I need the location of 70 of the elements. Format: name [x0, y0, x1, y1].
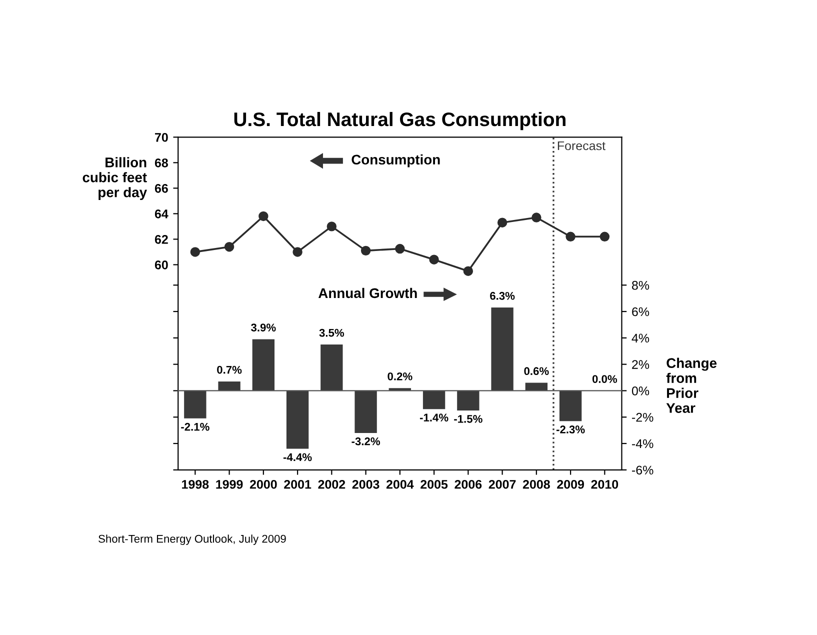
point: [463, 266, 474, 276]
y-tick-label: 60: [154, 260, 168, 270]
data-label: 0.0%: [592, 375, 618, 383]
point: [224, 242, 234, 252]
point: [566, 232, 576, 242]
x-tick-label: 2009: [557, 480, 584, 489]
point: [395, 244, 405, 254]
y-tick-label: 68: [154, 158, 168, 168]
point: [532, 212, 542, 222]
bar: [491, 308, 514, 391]
x-tick-label: 1998: [182, 480, 209, 489]
bar: [422, 390, 446, 410]
chart-title: U.S. Total Natural Gas Consumption: [234, 112, 566, 130]
data-label: 0.2%: [388, 372, 412, 380]
bar: [559, 390, 582, 422]
y-tick-label: 62: [154, 235, 168, 244]
data-label: -3.2%: [352, 437, 380, 446]
annotation: Consumption: [352, 154, 440, 168]
ref-line-label: Forecast: [558, 141, 606, 150]
data-label: -4.4%: [283, 453, 312, 462]
x-tick-label: 1999: [216, 480, 243, 489]
data-label: -1.4%: [420, 414, 448, 422]
x-tick-label: 2010: [591, 480, 618, 489]
bar: [286, 390, 309, 449]
x-tick-label: 2008: [522, 480, 550, 489]
y-tick-label: 0%: [632, 386, 650, 396]
x-tick-label: 2000: [250, 480, 277, 489]
bar: [457, 390, 480, 411]
point: [326, 222, 337, 232]
y-axis-title: Change from Prior Year: [666, 358, 717, 413]
point: [190, 247, 200, 257]
y-tick-label: -2%: [632, 412, 654, 422]
point: [429, 254, 439, 264]
data-label: 0.6%: [524, 367, 549, 376]
x-tick-label: 2005: [420, 480, 448, 489]
data-label: 3.9%: [251, 324, 276, 332]
text: Short-Term Energy Outlook, July 2009: [98, 534, 286, 545]
bar: [184, 390, 206, 418]
x-tick-label: 2006: [454, 480, 482, 489]
point: [600, 232, 610, 242]
data-label: -2.1%: [181, 422, 210, 431]
point: [292, 247, 302, 257]
y-axis-title: Billion cubic feet per day: [82, 157, 147, 200]
y-tick-label: -4%: [632, 439, 654, 448]
data-label: -2.3%: [556, 426, 585, 434]
data-label: 0.7%: [217, 366, 242, 374]
y-tick-label: 8%: [632, 280, 650, 290]
x-tick-label: 2007: [488, 480, 516, 489]
y-tick-label: 4%: [632, 334, 650, 343]
point: [360, 246, 371, 256]
y-tick-label: 2%: [632, 360, 650, 369]
annotation: Annual Growth: [318, 288, 417, 298]
x-tick-label: 2003: [352, 480, 380, 489]
data-label: 6.3%: [490, 292, 515, 300]
data-label: -1.5%: [454, 414, 482, 423]
bar: [320, 344, 343, 391]
bar: [218, 381, 240, 391]
bar: [354, 390, 377, 433]
y-tick-label: -6%: [632, 466, 654, 475]
data-label: 3.5%: [319, 328, 344, 337]
y-tick-label: 64: [154, 209, 168, 218]
bar: [252, 339, 275, 391]
y-tick-label: 66: [154, 184, 168, 193]
y-tick-label: 70: [155, 132, 168, 142]
point: [258, 211, 268, 222]
x-tick-label: 2004: [386, 480, 414, 489]
y-tick-label: 6%: [632, 307, 650, 316]
point: [497, 218, 508, 228]
x-tick-label: 2001: [284, 480, 312, 489]
x-tick-label: 2002: [318, 480, 346, 489]
